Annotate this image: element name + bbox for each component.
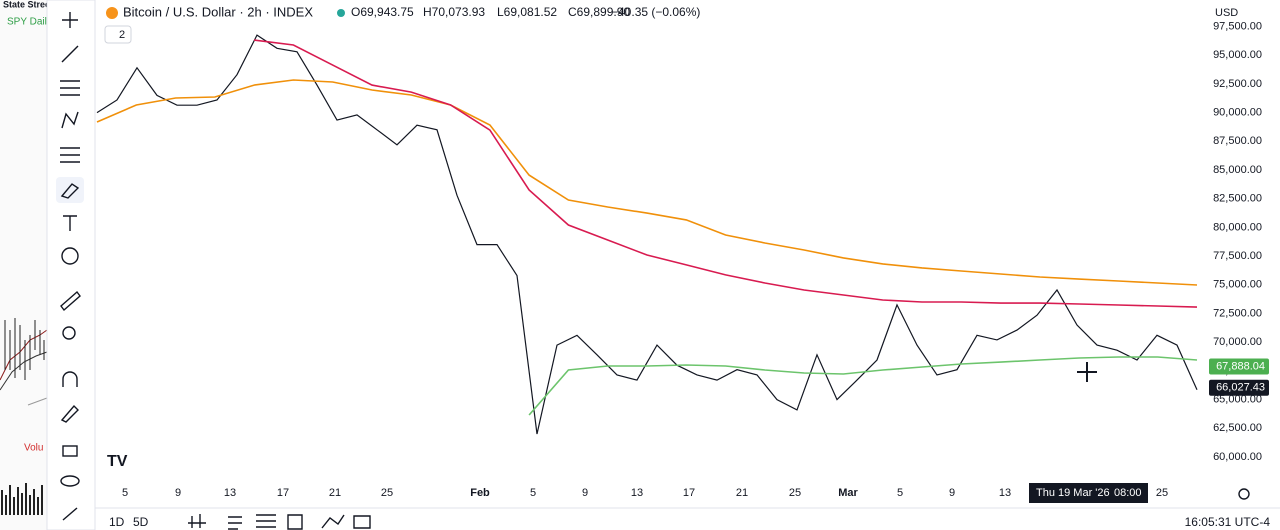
side-panel: State Street SPY Daily Volu (0, 0, 53, 530)
x-tick-label: 9 (175, 487, 181, 499)
indicator-count: 2 (119, 29, 125, 41)
link-tool[interactable] (62, 507, 78, 521)
moving-average (254, 39, 1198, 308)
y-tick-label: 82,500.00 (1213, 193, 1262, 205)
y-tick-label: 95,000.00 (1213, 49, 1262, 61)
coin-icon (106, 7, 118, 19)
y-tick-label: 77,500.00 (1213, 250, 1262, 262)
price-label: 66,027.43 (1216, 382, 1265, 394)
x-tick-label: 13 (999, 487, 1011, 499)
x-tick-label: 25 (381, 487, 393, 499)
y-tick-label: 72,500.00 (1213, 307, 1262, 319)
x-tick-label: 17 (683, 487, 695, 499)
y-tick-label: 87,500.00 (1213, 135, 1262, 147)
lock-tool[interactable] (62, 445, 78, 457)
magnet-tool[interactable] (62, 371, 78, 387)
side-volume: Volu (24, 443, 43, 454)
zoom-tool[interactable] (62, 326, 76, 340)
fib-tool[interactable] (60, 80, 80, 96)
currency[interactable]: USD (1215, 7, 1238, 19)
footer-tools[interactable] (188, 514, 371, 530)
brush-tool[interactable] (60, 183, 80, 199)
toolbar-bg (46, 0, 96, 530)
price-line (96, 34, 1198, 435)
x-tick-label: 21 (329, 487, 341, 499)
side-panel-bg (0, 0, 47, 530)
y-tick-label: 97,500.00 (1213, 20, 1262, 32)
ohlc-high: H70,073.93 (423, 5, 485, 19)
ohlc-close: C69,899.90 (568, 5, 630, 19)
x-tick-label: 25 (789, 487, 801, 499)
price-label: 67,888.04 (1216, 360, 1265, 372)
price-label-box (1209, 379, 1269, 396)
x-tick-label: 9 (582, 487, 588, 499)
y-tick-label: 80,000.00 (1213, 221, 1262, 233)
edit-tool[interactable] (60, 404, 79, 423)
plot: 97,500.00 95,000.00 92,500.00 90,000.00 87,5… (96, 20, 1269, 503)
mini-candles (4, 318, 45, 380)
visibility-tool[interactable] (60, 475, 80, 487)
moving-average (528, 356, 1198, 416)
crosshair-date: Thu 19 Mar '26 (1036, 487, 1110, 499)
trendline-tool[interactable] (61, 45, 79, 63)
active-tool-bg (56, 177, 84, 203)
pattern-tool[interactable] (61, 111, 79, 129)
settings[interactable] (1238, 488, 1250, 500)
status-dot (337, 9, 345, 17)
y-tick-label: 85,000.00 (1213, 164, 1262, 176)
y-tick-label: 65,000.00 (1213, 394, 1262, 406)
crosshair-time: 08:00 (1114, 487, 1142, 499)
y-tick-label: 62,500.00 (1213, 422, 1262, 434)
y-tick-label: 92,500.00 (1213, 78, 1262, 90)
side-subtitle: SPY Daily (7, 17, 52, 28)
range-button[interactable]: 1D (109, 515, 125, 529)
crosshair-cursor (1077, 362, 1097, 382)
x-tick-label: 9 (949, 487, 955, 499)
forecast-tool[interactable] (60, 147, 80, 163)
ruler-tool[interactable] (60, 290, 81, 312)
x-tick-label: 25 (1156, 487, 1168, 499)
x-tick-label: 21 (736, 487, 748, 499)
ohlc-open: O69,943.75 (351, 5, 414, 19)
indicator-toggle[interactable] (104, 25, 132, 44)
drawing-toolbar (46, 0, 96, 530)
emoji-tool[interactable] (61, 247, 79, 265)
crosshair-date-box (1029, 483, 1148, 503)
symbol[interactable]: Bitcoin / U.S. Dollar · 2h · INDEX (123, 4, 313, 19)
moving-average (96, 79, 1198, 286)
x-tick-label: 13 (631, 487, 643, 499)
clock: 16:05:31 UTC-4 (1185, 515, 1271, 529)
x-tick-label: 5 (897, 487, 903, 499)
y-tick-label: 70,000.00 (1213, 336, 1262, 348)
ohlc-low: L69,081.52 (497, 5, 557, 19)
x-tick-label: 13 (224, 487, 236, 499)
side-title: State Street (3, 0, 53, 9)
y-tick-label: 90,000.00 (1213, 107, 1262, 119)
ohlc-change: −40.35 (−0.06%) (611, 5, 700, 19)
mini-line (27, 397, 48, 406)
mini-volume (1, 483, 43, 515)
x-tick-label: Mar (838, 487, 858, 499)
y-tick-label: 75,000.00 (1213, 279, 1262, 291)
x-tick-label: Feb (470, 487, 490, 499)
text-tool[interactable] (63, 215, 77, 231)
x-tick-label: 5 (122, 487, 128, 499)
x-tick-label: 5 (530, 487, 536, 499)
tv-logo: TV (107, 453, 128, 470)
range-button[interactable]: 5D (133, 515, 149, 529)
x-tick-label: 17 (277, 487, 289, 499)
price-label-box (1209, 358, 1269, 375)
y-tick-label: 60,000.00 (1213, 451, 1262, 463)
crosshair-tool[interactable] (62, 12, 78, 28)
